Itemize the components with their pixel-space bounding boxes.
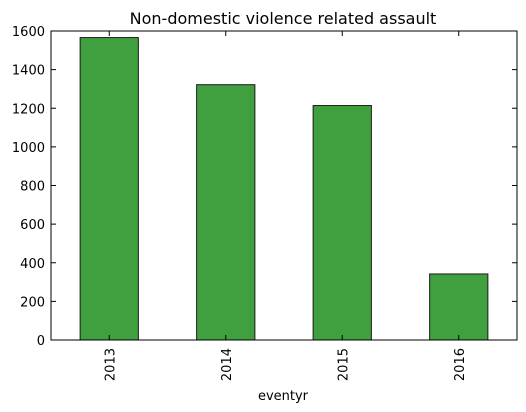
x-axis-ticks: 2013 2014 2015 2016 — [103, 31, 468, 381]
bars-group — [79, 37, 489, 341]
y-tick-label: 1200 — [12, 102, 45, 117]
bar-2014 — [196, 84, 256, 341]
y-tick-label: 1600 — [12, 25, 45, 40]
y-axis-ticks: 0 200 400 600 800 1000 1200 1400 1600 — [12, 25, 517, 349]
y-tick-label: 0 — [37, 334, 45, 349]
x-tick-label: 2013 — [103, 348, 118, 381]
x-tick-label: 2016 — [453, 348, 468, 381]
y-tick-label: 200 — [20, 295, 45, 310]
bar-2016 — [429, 273, 489, 341]
x-tick-label: 2015 — [336, 348, 351, 381]
bar-2013 — [79, 37, 139, 341]
bar-2015 — [312, 105, 372, 341]
x-tick-label: 2014 — [220, 348, 235, 381]
plot-frame — [50, 30, 518, 341]
y-tick-label: 1400 — [12, 64, 45, 79]
x-axis-label: eventyr — [258, 389, 309, 404]
y-tick-label: 1000 — [12, 141, 45, 156]
chart-title: Non-domestic violence related assault — [130, 9, 437, 28]
y-tick-label: 400 — [20, 257, 45, 272]
y-tick-label: 800 — [20, 180, 45, 195]
y-tick-label: 600 — [20, 218, 45, 233]
